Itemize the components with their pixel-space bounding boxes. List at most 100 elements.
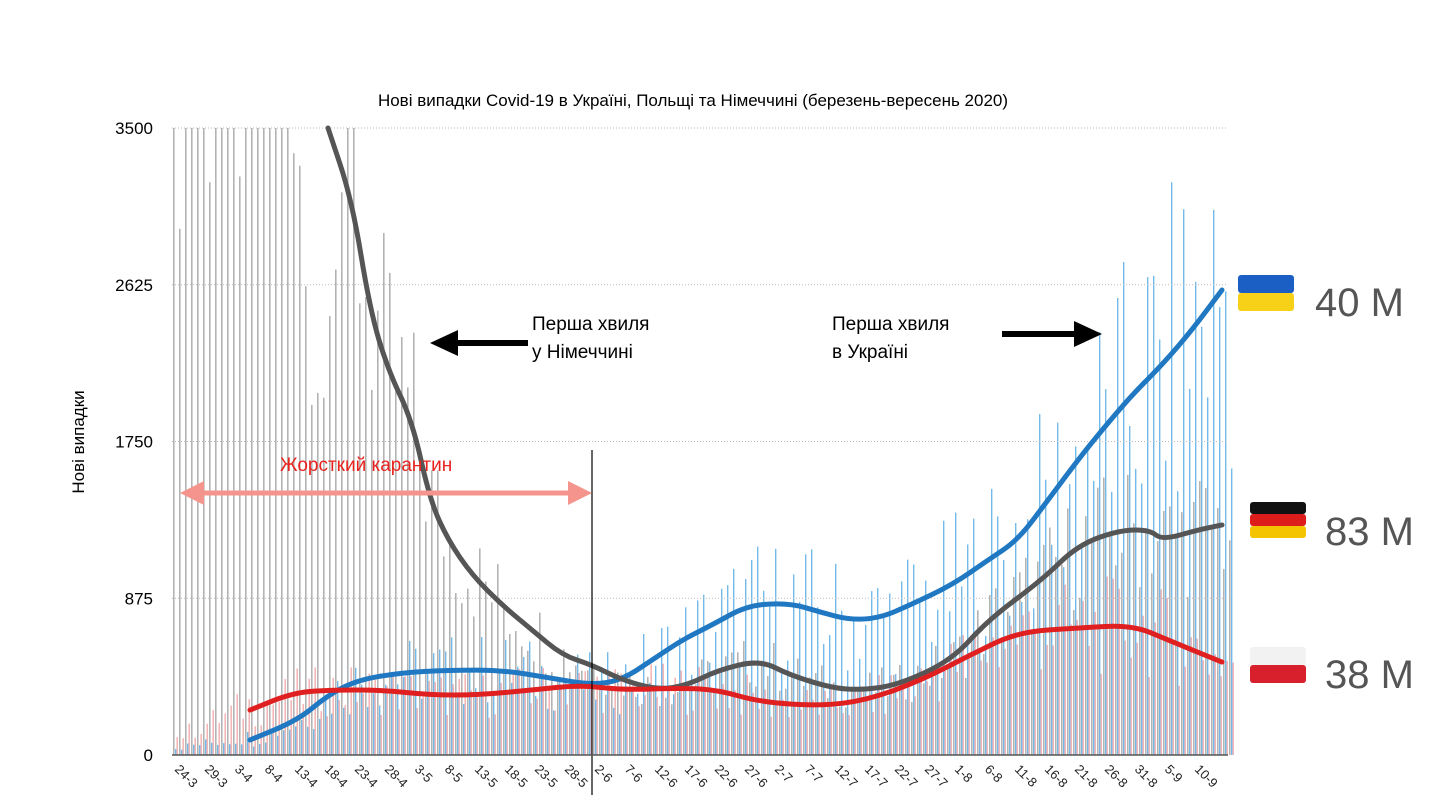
bar-poland	[434, 682, 436, 755]
bar-ukraine	[223, 743, 225, 755]
y-tick-label: 3500	[115, 119, 153, 138]
bar-poland	[956, 671, 958, 755]
bar-ukraine	[511, 682, 513, 755]
bar-ukraine	[535, 696, 537, 755]
bar-poland	[368, 673, 370, 755]
bar-germany	[1229, 540, 1231, 755]
bar-poland	[506, 691, 508, 755]
arrow-left-icon	[180, 481, 204, 505]
flag-stripe	[1250, 514, 1306, 526]
bar-poland	[842, 713, 844, 755]
bar-ukraine	[1231, 468, 1233, 755]
bar-germany	[425, 521, 427, 755]
x-tick-label: 6-8	[982, 762, 1006, 786]
bar-ukraine	[337, 681, 339, 755]
bar-ukraine	[319, 718, 321, 755]
bar-germany	[599, 685, 601, 755]
bar-poland	[944, 670, 946, 755]
bar-poland	[590, 685, 592, 755]
x-tick-label: 10-9	[1192, 762, 1221, 791]
bar-ukraine	[247, 732, 249, 755]
bar-germany	[251, 128, 253, 755]
bar-ukraine	[187, 743, 189, 755]
bar-germany	[479, 548, 481, 755]
bar-ukraine	[259, 743, 261, 755]
bar-poland	[836, 707, 838, 755]
bar-ukraine	[877, 588, 879, 755]
bar-germany	[581, 670, 583, 755]
x-tick-label: 3-5	[412, 762, 436, 786]
bar-poland	[458, 678, 460, 755]
bar-germany	[1007, 611, 1009, 755]
bar-germany	[761, 660, 763, 755]
bar-ukraine	[475, 688, 477, 755]
x-tick-label: 31-8	[1132, 762, 1161, 791]
bar-poland	[254, 726, 256, 755]
bar-poland	[998, 667, 1000, 755]
bar-ukraine	[895, 673, 897, 755]
bar-poland	[1220, 676, 1222, 755]
bar-ukraine	[745, 578, 747, 755]
bar-poland	[194, 737, 196, 755]
bar-poland	[1178, 685, 1180, 755]
bar-poland	[776, 704, 778, 755]
bar-germany	[341, 192, 343, 755]
bar-ukraine	[913, 564, 915, 755]
bar-ukraine	[1207, 397, 1209, 755]
bar-ukraine	[853, 618, 855, 755]
bar-poland	[752, 692, 754, 755]
bar-poland	[188, 723, 190, 755]
bar-poland	[266, 705, 268, 755]
bar-germany	[953, 642, 955, 755]
bar-poland	[1040, 669, 1042, 755]
x-tick-label: 27-6	[742, 762, 771, 791]
bar-ukraine	[283, 730, 285, 755]
bar-germany	[653, 691, 655, 755]
bar-germany	[971, 635, 973, 755]
bar-ukraine	[1153, 275, 1155, 755]
bar-ukraine	[433, 653, 435, 755]
bar-ukraine	[427, 669, 429, 755]
bar-germany	[629, 673, 631, 755]
bar-poland	[950, 644, 952, 755]
bar-ukraine	[499, 670, 501, 755]
bar-germany	[413, 332, 415, 755]
bar-germany	[491, 602, 493, 755]
bar-ukraine	[1159, 339, 1161, 755]
bar-germany	[257, 128, 259, 755]
bar-ukraine	[1003, 560, 1005, 755]
bar-poland	[404, 676, 406, 755]
bar-germany	[989, 594, 991, 755]
bar-ukraine	[793, 574, 795, 755]
bar-germany	[173, 128, 175, 755]
bar-poland	[722, 684, 724, 755]
bar-germany	[1091, 537, 1093, 755]
x-tick-label: 22-6	[712, 762, 741, 791]
bar-poland	[1052, 645, 1054, 755]
x-tick-label: 2-6	[592, 762, 616, 786]
bar-poland	[1172, 641, 1174, 755]
bar-ukraine	[811, 549, 813, 755]
poland-flag	[1250, 647, 1306, 683]
bar-ukraine	[307, 726, 309, 755]
bar-germany	[803, 685, 805, 755]
bar-germany	[887, 696, 889, 755]
x-tick-label: 13-4	[292, 762, 321, 791]
bar-poland	[962, 635, 964, 755]
bar-germany	[197, 128, 199, 755]
bar-poland	[512, 672, 514, 755]
bar-poland	[1094, 611, 1096, 755]
bar-poland	[248, 699, 250, 755]
bar-ukraine	[343, 707, 345, 755]
bar-ukraine	[847, 670, 849, 755]
bar-ukraine	[1051, 544, 1053, 755]
bar-ukraine	[997, 516, 999, 755]
bar-poland	[230, 705, 232, 755]
bar-poland	[638, 706, 640, 755]
ukraine-wave-label-2: в Україні	[832, 342, 908, 363]
bar-ukraine	[835, 563, 837, 755]
bar-germany	[1001, 637, 1003, 755]
bar-poland	[1004, 648, 1006, 755]
bar-poland	[758, 708, 760, 755]
bar-germany	[839, 706, 841, 755]
